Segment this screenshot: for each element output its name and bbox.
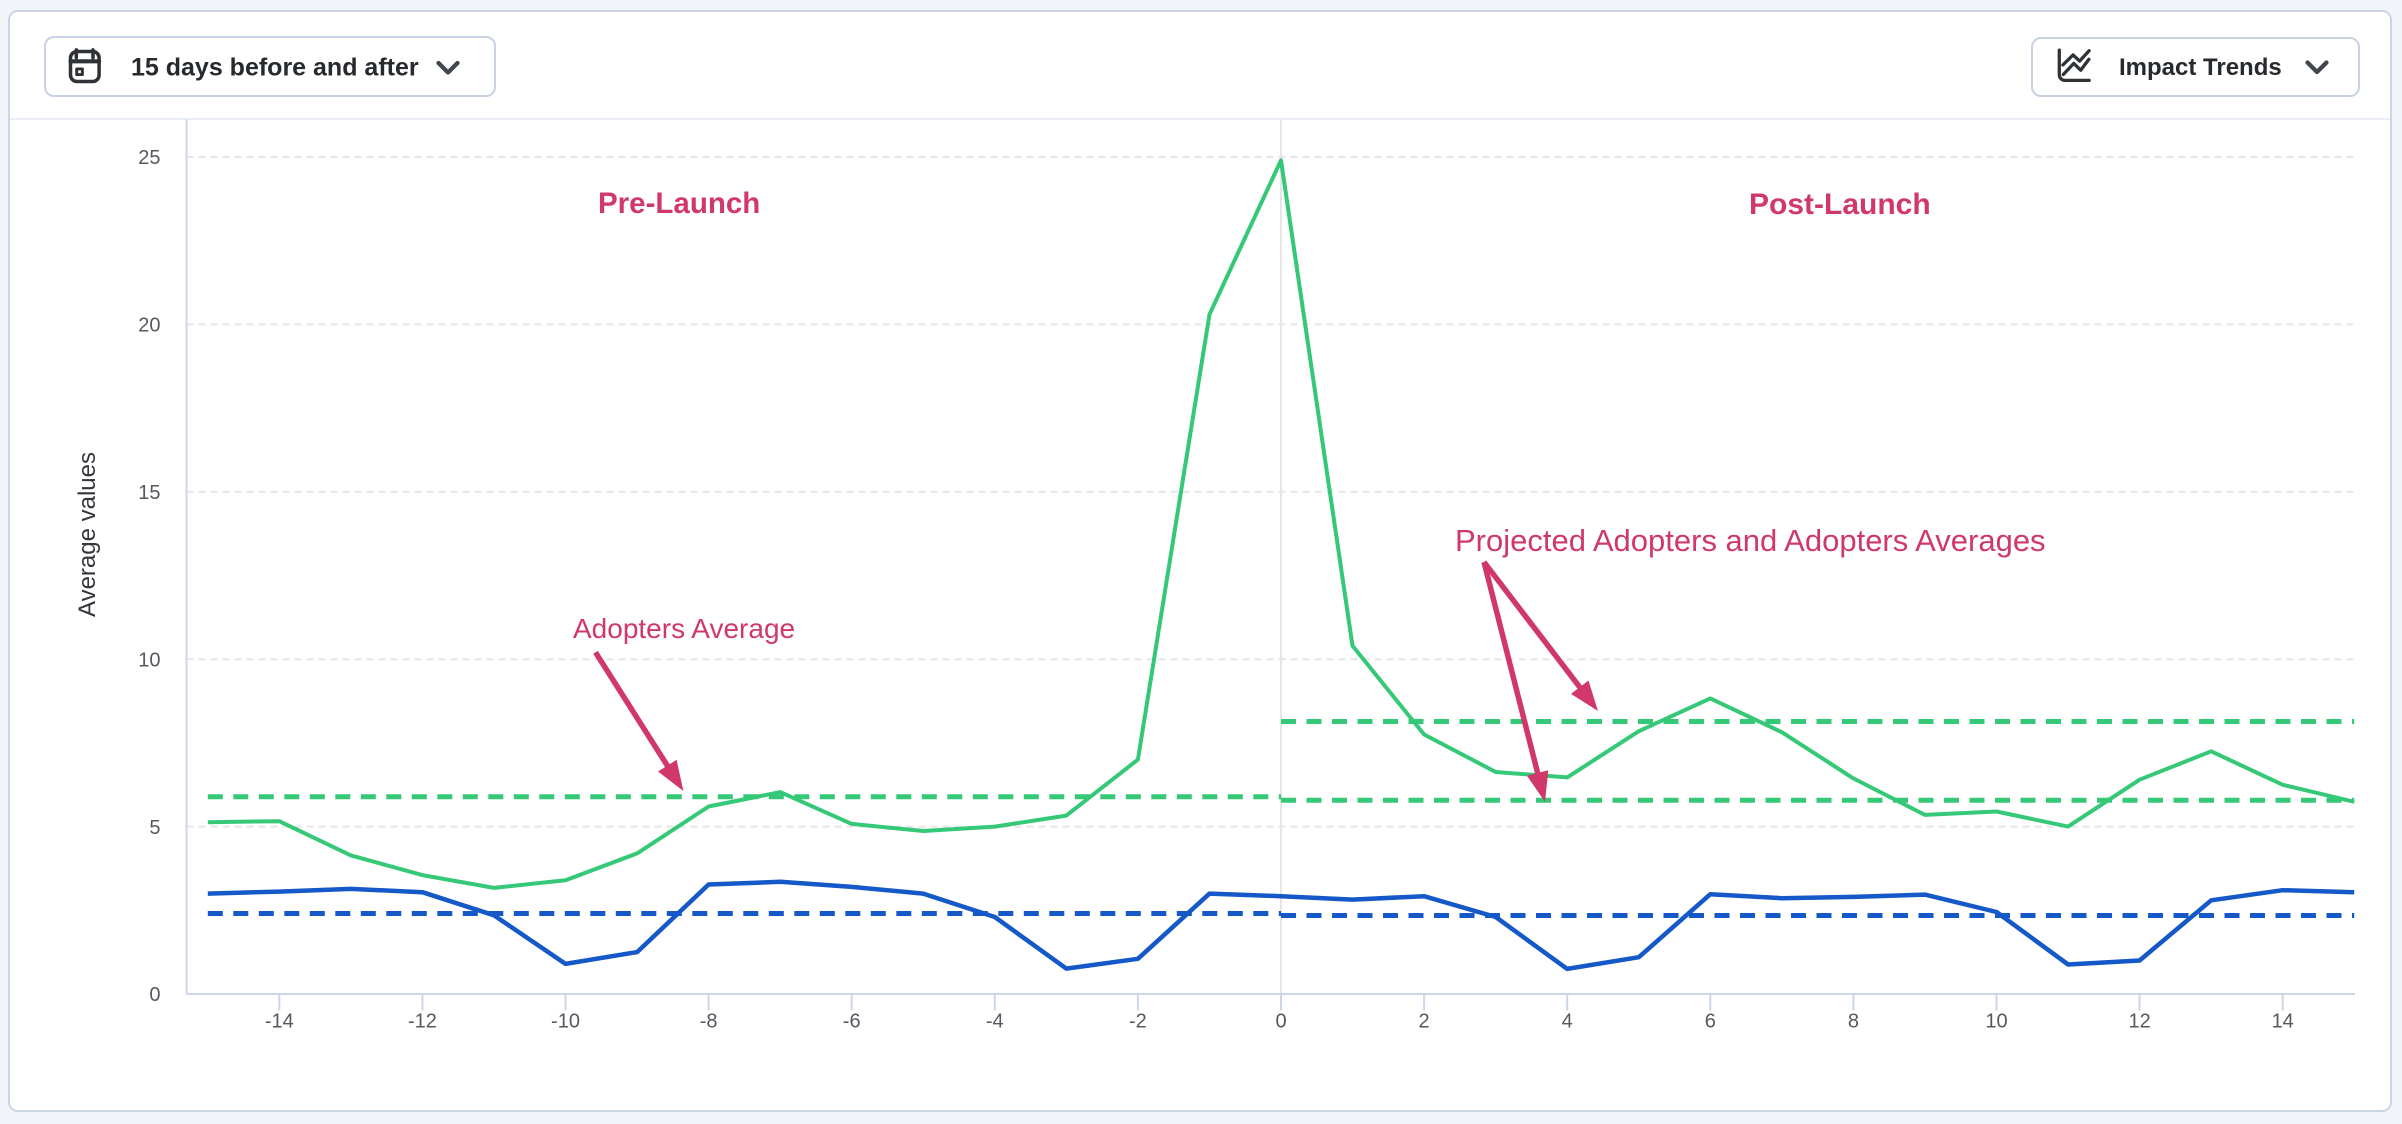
svg-text:Average values: Average values [74, 452, 101, 617]
svg-text:Impact Trends: Impact Trends [2119, 54, 2282, 81]
svg-text:0: 0 [149, 984, 160, 1006]
svg-text:Pre-Launch: Pre-Launch [598, 187, 760, 220]
svg-text:15 days before and after: 15 days before and after [131, 54, 419, 82]
svg-text:0: 0 [1275, 1011, 1286, 1033]
svg-text:-2: -2 [1129, 1011, 1147, 1033]
svg-text:25: 25 [138, 147, 160, 169]
svg-text:2: 2 [1419, 1011, 1430, 1033]
svg-text:-12: -12 [408, 1011, 437, 1033]
svg-text:4: 4 [1562, 1011, 1573, 1033]
svg-text:6: 6 [1705, 1011, 1716, 1033]
svg-text:14: 14 [2272, 1011, 2294, 1033]
svg-text:-4: -4 [986, 1011, 1004, 1033]
svg-text:-10: -10 [551, 1011, 580, 1033]
svg-text:Post-Launch: Post-Launch [1749, 188, 1931, 221]
svg-text:15: 15 [138, 482, 160, 504]
svg-text:10: 10 [1985, 1011, 2007, 1033]
svg-text:8: 8 [1848, 1011, 1859, 1033]
svg-text:Projected Adopters and Adopter: Projected Adopters and Adopters Averages [1455, 523, 2046, 558]
svg-text:Adopters Average: Adopters Average [573, 613, 795, 644]
svg-text:-8: -8 [700, 1011, 718, 1033]
svg-text:12: 12 [2128, 1011, 2150, 1033]
svg-text:-6: -6 [843, 1011, 861, 1033]
svg-text:-14: -14 [265, 1011, 294, 1033]
svg-text:20: 20 [138, 315, 160, 337]
svg-text:10: 10 [138, 649, 160, 671]
svg-text:5: 5 [149, 817, 160, 839]
